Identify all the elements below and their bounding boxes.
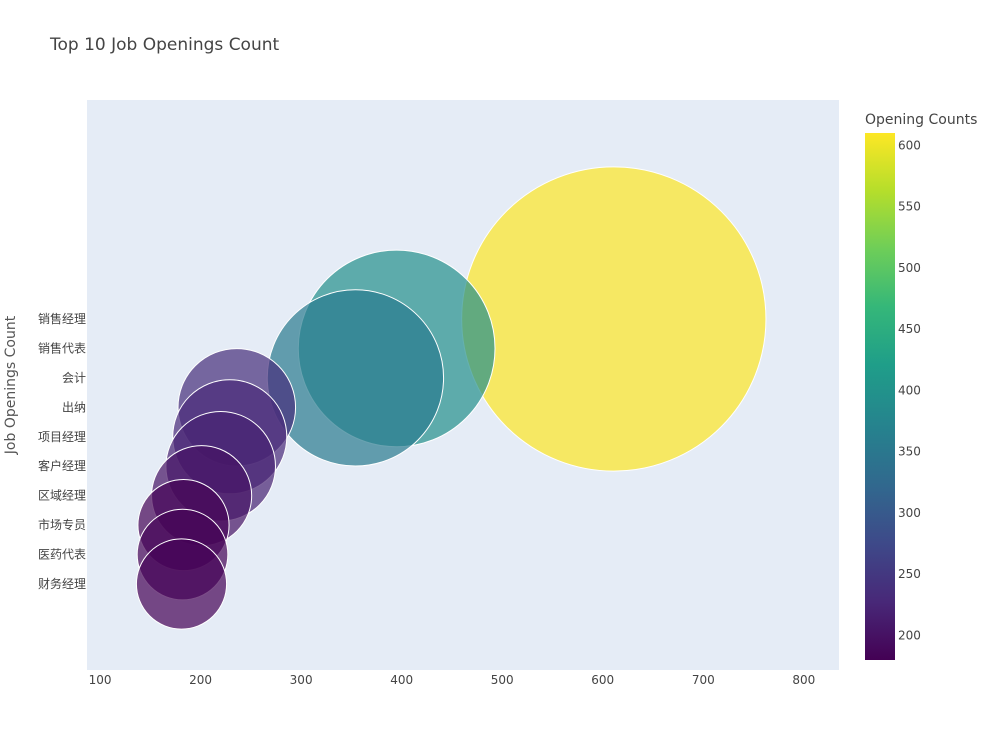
x-tick-label: 200 — [189, 673, 212, 687]
y-tick-label: 会计 — [62, 371, 86, 385]
x-tick-label: 300 — [290, 673, 313, 687]
y-axis-title: Job Openings Count — [3, 315, 19, 455]
y-tick-label: 市场专员 — [38, 517, 86, 532]
y-tick-label: 出纳 — [62, 400, 86, 414]
colorbar-tick-label: 550 — [898, 200, 921, 214]
colorbar-tick-label: 300 — [898, 506, 921, 520]
bubbles-layer — [135, 166, 767, 630]
x-tick-label: 100 — [89, 673, 112, 687]
y-tick-label: 财务经理 — [38, 576, 86, 591]
colorbar-tick-label: 500 — [898, 261, 921, 275]
colorbar-tick-label: 450 — [898, 322, 921, 336]
colorbar-title: Opening Counts — [865, 112, 977, 128]
bubble-财务经理[interactable] — [135, 538, 228, 630]
y-tick-label: 医药代表 — [38, 548, 86, 562]
y-tick-label: 销售代表 — [38, 340, 86, 355]
colorbar-tick-label: 250 — [898, 567, 921, 581]
bubble-销售经理[interactable] — [461, 166, 767, 472]
y-axis-ticks: 财务经理 医药代表 市场专员 区域经理 客户经理 项目经理 出纳 会计 销售代表 销售经理 — [38, 311, 86, 591]
bubble-会计[interactable] — [266, 289, 445, 467]
x-tick-label: 600 — [591, 673, 614, 687]
colorbar-tick-label: 200 — [898, 628, 921, 642]
colorbar-tick-label: 400 — [898, 383, 921, 397]
x-tick-label: 500 — [491, 673, 514, 687]
y-tick-label: 客户经理 — [38, 458, 86, 473]
x-tick-label: 700 — [692, 673, 715, 687]
x-axis-ticks: 100 200 300 400 500 600 700 800 — [89, 673, 816, 687]
colorbar-ticks: 200 250 300 350 400 450 500 550 600 — [898, 138, 921, 642]
chart-title: Top 10 Job Openings Count — [49, 35, 280, 55]
y-tick-label: 销售经理 — [38, 311, 86, 326]
colorbar — [865, 133, 895, 660]
y-tick-label: 区域经理 — [38, 489, 86, 503]
colorbar-tick-label: 350 — [898, 445, 921, 459]
colorbar-tick-label: 600 — [898, 138, 921, 152]
x-tick-label: 800 — [792, 673, 815, 687]
y-tick-label: 项目经理 — [38, 430, 86, 444]
x-tick-label: 400 — [390, 673, 413, 687]
